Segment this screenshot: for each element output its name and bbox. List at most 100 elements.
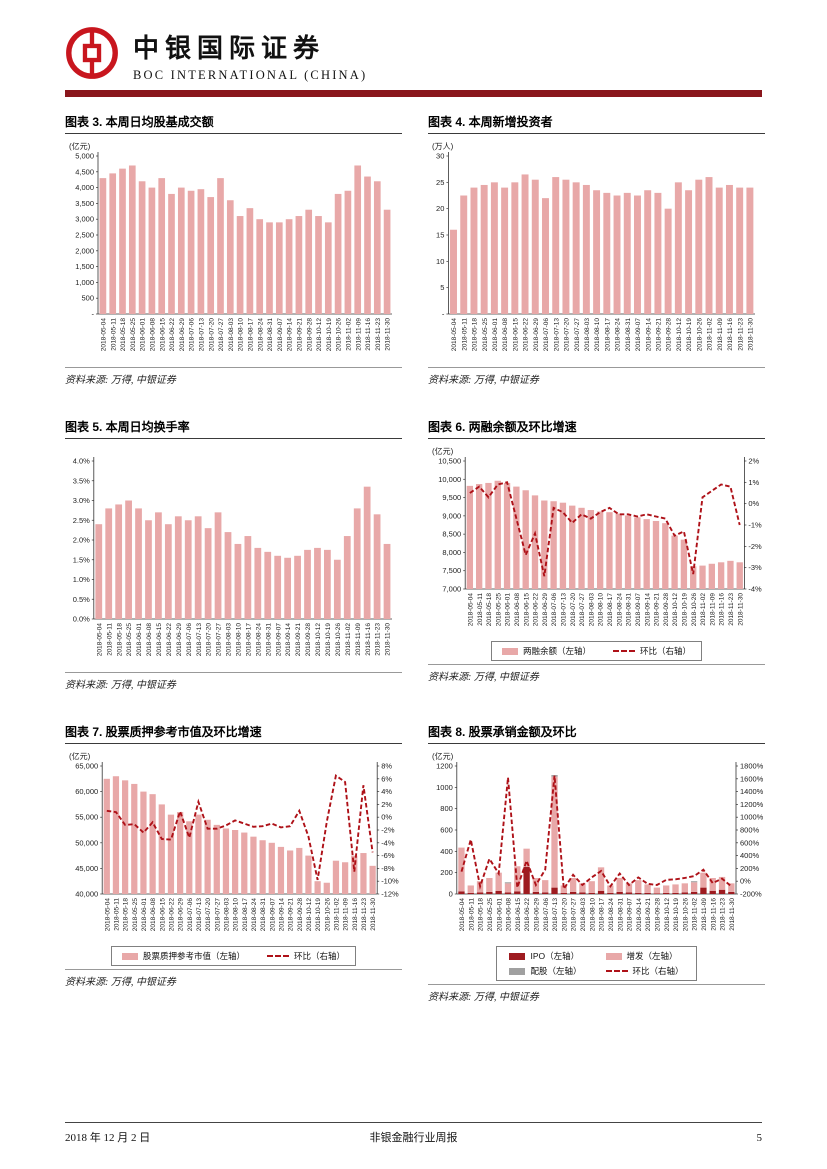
svg-text:2018-06-29: 2018-06-29 bbox=[176, 623, 183, 657]
svg-text:2018-08-17: 2018-08-17 bbox=[242, 898, 249, 932]
svg-text:-: - bbox=[442, 310, 445, 319]
svg-text:2018-11-23: 2018-11-23 bbox=[375, 623, 382, 656]
svg-text:2018-08-24: 2018-08-24 bbox=[251, 898, 258, 932]
svg-text:2018-08-17: 2018-08-17 bbox=[248, 318, 255, 352]
chart-svg: (亿元)5,000 4,500 4,000 3,500 3,000 2,500 2,000 1… bbox=[69, 141, 392, 352]
figure-title: 图表 5. 本周日均换手率 bbox=[65, 418, 402, 439]
source-note: 资料来源: 万得, 中银证券 bbox=[65, 367, 402, 386]
svg-text:2018-09-14: 2018-09-14 bbox=[287, 318, 294, 352]
svg-text:400: 400 bbox=[440, 847, 453, 856]
source-note: 资料来源: 万得, 中银证券 bbox=[428, 984, 765, 1003]
svg-text:2018-08-03: 2018-08-03 bbox=[588, 593, 595, 627]
chart-legend: 股票质押参考市值（左轴） 环比（右轴） bbox=[110, 946, 357, 966]
svg-text:2018-06-15: 2018-06-15 bbox=[523, 593, 530, 627]
svg-text:10,000: 10,000 bbox=[438, 475, 461, 484]
svg-text:2018-05-18: 2018-05-18 bbox=[116, 623, 123, 657]
svg-text:2018-11-09: 2018-11-09 bbox=[701, 898, 708, 931]
legend-item: 股票质押参考市值（左轴） bbox=[121, 950, 245, 962]
svg-text:2018-07-06: 2018-07-06 bbox=[543, 898, 550, 932]
svg-text:(亿元): (亿元) bbox=[432, 751, 454, 761]
boc-logo-icon bbox=[65, 26, 119, 85]
svg-text:2018-05-25: 2018-05-25 bbox=[495, 593, 502, 627]
source-note: 资料来源: 万得, 中银证券 bbox=[65, 969, 402, 988]
svg-text:2018-10-19: 2018-10-19 bbox=[315, 898, 322, 932]
svg-text:65,000: 65,000 bbox=[75, 762, 98, 771]
figure-3: 图表 3. 本周日均股基成交额 (亿元) 5,000 4,500 4,000 3,500 3… bbox=[65, 113, 402, 386]
footer-page-number: 5 bbox=[756, 1132, 763, 1144]
svg-text:2018-07-06: 2018-07-06 bbox=[551, 593, 558, 627]
svg-text:4,000: 4,000 bbox=[75, 183, 94, 192]
svg-text:2018-09-14: 2018-09-14 bbox=[279, 898, 286, 932]
svg-text:6%: 6% bbox=[381, 774, 392, 783]
svg-text:2018-06-01: 2018-06-01 bbox=[505, 593, 512, 627]
svg-text:(亿元): (亿元) bbox=[432, 446, 454, 456]
header-divider-band bbox=[65, 90, 762, 97]
brand-block: 中银国际证券 BOC INTERNATIONAL (CHINA) bbox=[133, 28, 367, 83]
svg-text:-4%: -4% bbox=[748, 585, 762, 594]
svg-text:2018-06-29: 2018-06-29 bbox=[534, 898, 541, 932]
svg-text:2018-05-25: 2018-05-25 bbox=[487, 898, 494, 932]
svg-text:600: 600 bbox=[440, 826, 453, 835]
svg-text:2018-11-23: 2018-11-23 bbox=[361, 898, 368, 931]
svg-text:10,500: 10,500 bbox=[438, 457, 461, 466]
svg-text:2.0%: 2.0% bbox=[73, 536, 90, 545]
svg-text:2018-10-19: 2018-10-19 bbox=[673, 898, 680, 932]
chart-canvas: (亿元) 10,500 10,000 9,500 9,000 8,500 8,000 7,50… bbox=[428, 445, 765, 639]
svg-text:1000%: 1000% bbox=[740, 813, 764, 822]
svg-text:2018-10-19: 2018-10-19 bbox=[682, 593, 689, 627]
svg-text:9,000: 9,000 bbox=[442, 511, 461, 520]
svg-text:2018-09-14: 2018-09-14 bbox=[285, 623, 292, 657]
svg-text:0%: 0% bbox=[748, 499, 759, 508]
footer-report-title: 非银金融行业周报 bbox=[369, 1132, 458, 1144]
svg-text:0%: 0% bbox=[381, 813, 392, 822]
svg-text:2018-11-09: 2018-11-09 bbox=[717, 318, 724, 351]
legend-label: IPO（左轴） bbox=[530, 951, 580, 961]
svg-text:-6%: -6% bbox=[381, 851, 395, 860]
svg-text:2018-11-23: 2018-11-23 bbox=[737, 318, 744, 351]
svg-text:2018-11-23: 2018-11-23 bbox=[720, 898, 727, 931]
svg-text:0: 0 bbox=[449, 890, 453, 899]
svg-text:2018-10-12: 2018-10-12 bbox=[664, 898, 671, 932]
svg-text:2018-11-30: 2018-11-30 bbox=[385, 318, 392, 351]
svg-text:1800%: 1800% bbox=[740, 762, 764, 771]
svg-text:2018-11-09: 2018-11-09 bbox=[709, 593, 716, 626]
svg-text:2018-08-10: 2018-08-10 bbox=[236, 623, 243, 657]
svg-text:2018-09-21: 2018-09-21 bbox=[295, 623, 302, 657]
svg-text:2018-06-08: 2018-06-08 bbox=[514, 593, 521, 627]
svg-text:1200: 1200 bbox=[436, 762, 453, 771]
svg-text:2018-11-30: 2018-11-30 bbox=[737, 593, 744, 626]
svg-text:2018-09-21: 2018-09-21 bbox=[288, 898, 295, 932]
svg-text:2018-07-13: 2018-07-13 bbox=[199, 318, 206, 352]
legend-item: IPO（左轴） bbox=[509, 950, 579, 962]
chart-canvas: (万人) 30 25 20 15 10 5 -2018-05-04 2018-05-11 2018… bbox=[428, 140, 765, 364]
svg-text:2018-10-12: 2018-10-12 bbox=[315, 623, 322, 657]
svg-text:2018-08-31: 2018-08-31 bbox=[260, 898, 267, 932]
svg-text:2018-11-16: 2018-11-16 bbox=[365, 318, 372, 351]
svg-text:2018-09-28: 2018-09-28 bbox=[305, 623, 312, 657]
svg-text:2018-10-26: 2018-10-26 bbox=[335, 623, 342, 657]
svg-text:2018-11-16: 2018-11-16 bbox=[727, 318, 734, 351]
svg-text:2018-09-28: 2018-09-28 bbox=[663, 593, 670, 627]
svg-text:2018-08-17: 2018-08-17 bbox=[604, 318, 611, 352]
svg-text:2018-10-19: 2018-10-19 bbox=[325, 623, 332, 657]
svg-text:1400%: 1400% bbox=[740, 787, 764, 796]
svg-text:2018-08-31: 2018-08-31 bbox=[626, 593, 633, 627]
svg-text:0.0%: 0.0% bbox=[73, 615, 90, 624]
svg-text:2018-08-10: 2018-08-10 bbox=[589, 898, 596, 932]
chart-legend: 两融余额（左轴） 环比（右轴） bbox=[490, 641, 703, 661]
svg-text:2018-05-18: 2018-05-18 bbox=[486, 593, 493, 627]
svg-text:60,000: 60,000 bbox=[75, 787, 98, 796]
svg-text:2018-10-26: 2018-10-26 bbox=[691, 593, 698, 627]
svg-text:2018-08-03: 2018-08-03 bbox=[580, 898, 587, 932]
svg-text:2018-07-06: 2018-07-06 bbox=[543, 318, 550, 352]
svg-text:2018-05-18: 2018-05-18 bbox=[120, 318, 127, 352]
footer-date: 2018 年 12 月 2 日 bbox=[65, 1132, 151, 1144]
svg-text:2018-07-13: 2018-07-13 bbox=[196, 898, 203, 932]
legend-color-swatch bbox=[509, 952, 526, 960]
legend-item: 两融余额（左轴） bbox=[501, 645, 591, 657]
svg-text:2018-08-03: 2018-08-03 bbox=[584, 318, 591, 352]
svg-text:2018-10-12: 2018-10-12 bbox=[672, 593, 679, 627]
svg-text:-8%: -8% bbox=[381, 864, 395, 873]
svg-text:2018-09-28: 2018-09-28 bbox=[666, 318, 673, 352]
svg-text:2018-07-27: 2018-07-27 bbox=[571, 898, 578, 932]
